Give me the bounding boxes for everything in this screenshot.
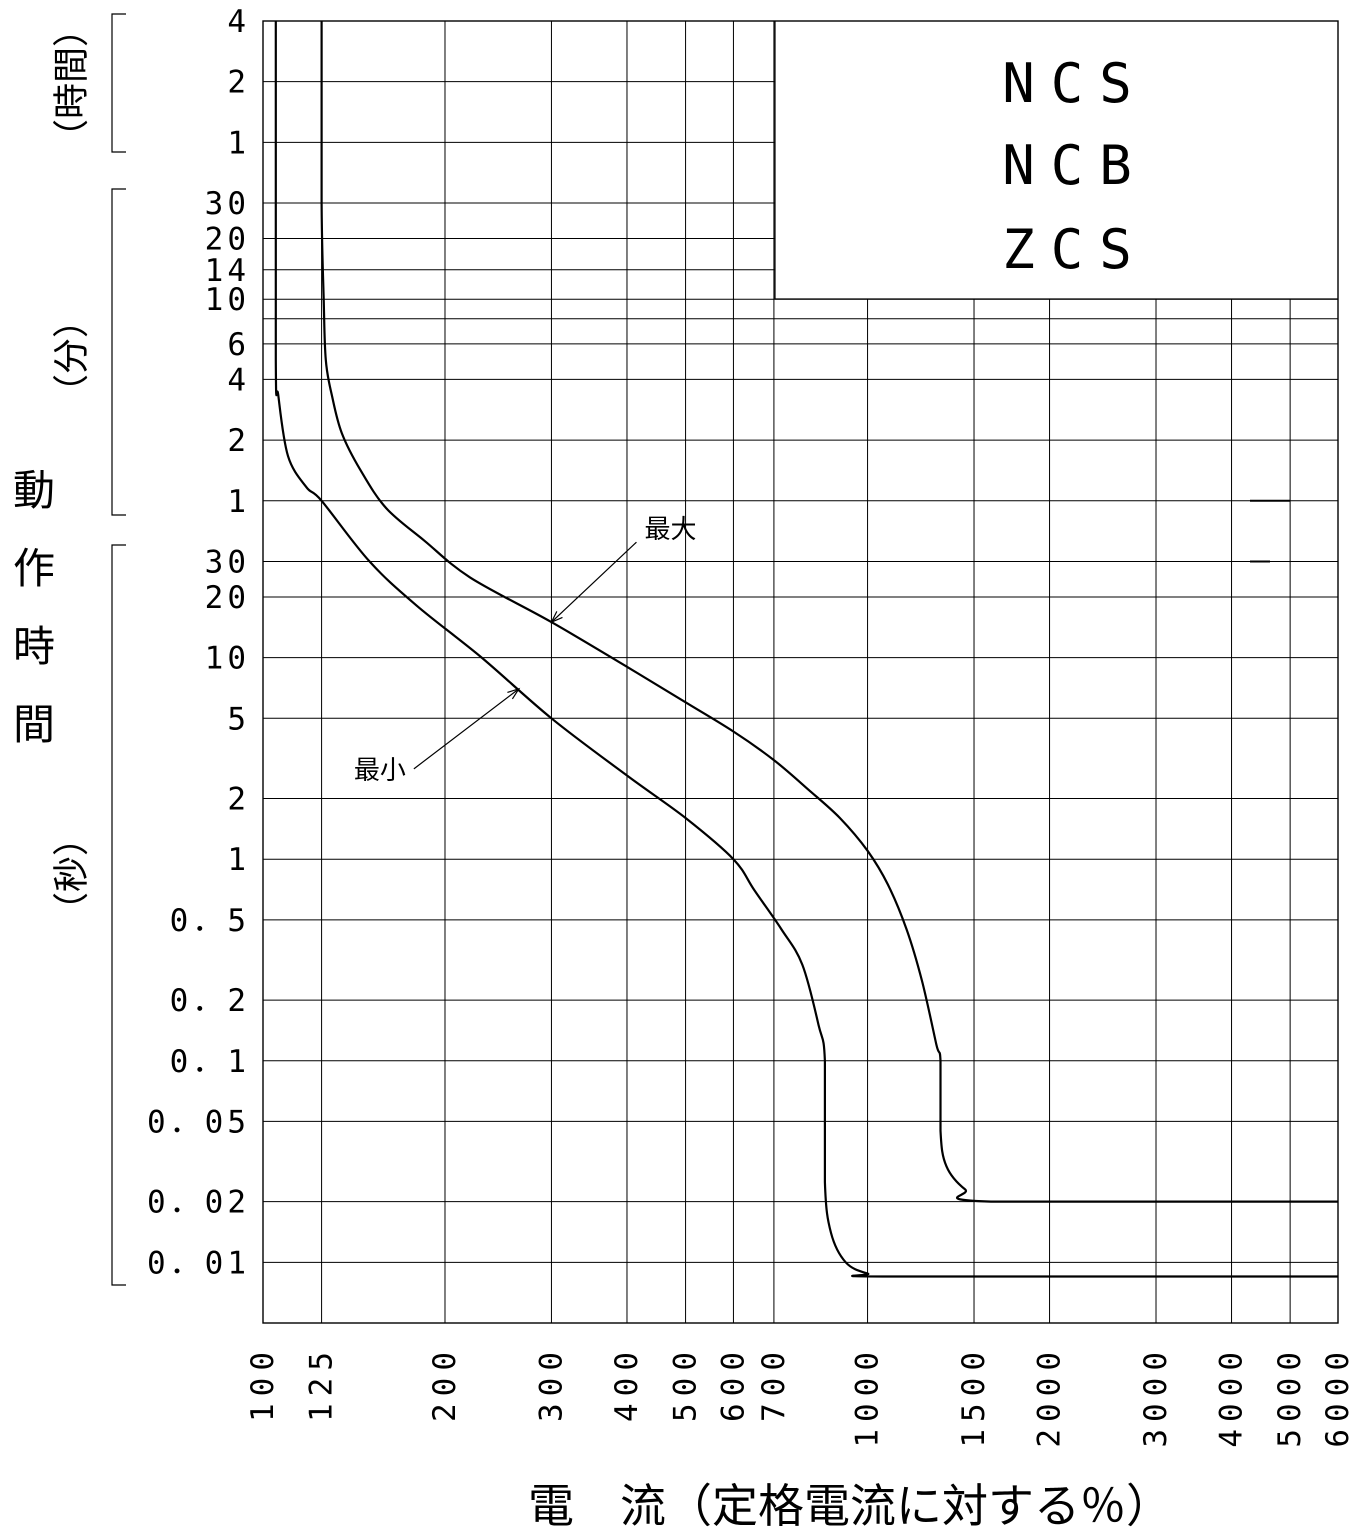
x-tick-label: 3000 — [1138, 1345, 1174, 1448]
unit-brackets: （時間） （分） （秒） — [52, 11, 126, 1286]
x-tick-label: 1000 — [850, 1345, 886, 1448]
y-tick-label: 2 — [227, 65, 250, 101]
annotation-leader — [413, 688, 520, 770]
x-tick-label: 100 — [245, 1345, 281, 1422]
unit-hours-label: （時間） — [52, 11, 93, 155]
y-axis-label-char: 動 — [13, 466, 55, 515]
x-tick-label: 400 — [609, 1345, 645, 1422]
x-tick-label: 4000 — [1214, 1345, 1250, 1448]
x-tick-label: 1500 — [956, 1345, 992, 1448]
chart-title-line-2: NCB — [1002, 134, 1148, 197]
seconds-bracket — [111, 544, 126, 1286]
annotation-arrowhead — [507, 687, 521, 700]
unit-seconds-label: （秒） — [52, 820, 93, 928]
y-tick-labels: 4213020141064213020105210．50．20．10．050．0… — [147, 4, 250, 1281]
x-axis-label: 電 流（定格電流に対する％） — [528, 1479, 1172, 1532]
x-tick-label: 700 — [756, 1345, 792, 1422]
y-tick-label: 20 — [205, 222, 250, 258]
y-tick-label: 0．5 — [170, 903, 250, 939]
x-tick-labels: 100 125 200 300 400 500 600 700 1000 1500 2000 3000… — [245, 1345, 1356, 1448]
y-tick-label: 30 — [205, 186, 250, 222]
x-tick-label: 125 — [304, 1345, 340, 1422]
x-tick-label: 2000 — [1032, 1345, 1068, 1448]
y-tick-label: 1 — [227, 484, 250, 520]
y-tick-label: 4 — [227, 4, 250, 40]
plot-frame — [262, 20, 1339, 1324]
y-tick-label: 1 — [227, 842, 250, 878]
y-tick-label: 4 — [227, 362, 250, 398]
y-axis-label-char: 間 — [13, 700, 55, 749]
annotation-label: 最大 — [644, 515, 696, 545]
y-tick-label: 10 — [205, 641, 250, 677]
y-tick-label: 0．1 — [170, 1044, 250, 1080]
series-line-min — [274, 21, 1338, 1278]
y-tick-label: 5 — [227, 701, 250, 737]
x-tick-label: 500 — [668, 1345, 704, 1422]
x-tick-label: 6000 — [1320, 1345, 1356, 1448]
annotation-label: 最小 — [354, 756, 406, 786]
x-tick-label: 600 — [715, 1345, 751, 1422]
minutes-bracket — [111, 188, 126, 516]
y-axis-label-char: 時 — [13, 622, 55, 671]
unit-minutes-label: （分） — [52, 302, 93, 410]
x-tick-label: 200 — [427, 1345, 463, 1422]
annotation-arrowhead — [550, 611, 563, 624]
y-tick-label: 14 — [205, 253, 250, 289]
x-tick-label: 5000 — [1272, 1345, 1308, 1448]
y-tick-label: 0．01 — [147, 1245, 250, 1281]
title-box: NCS NCB ZCS — [774, 21, 1338, 300]
y-tick-label: 6 — [227, 327, 250, 363]
y-tick-label: 10 — [205, 282, 250, 318]
y-tick-label: 1 — [227, 125, 250, 161]
curves — [274, 21, 1338, 1278]
series-line-max — [320, 21, 1338, 1203]
y-tick-label: 0．2 — [170, 983, 250, 1019]
y-axis-label-char: 作 — [13, 544, 55, 593]
y-tick-label: 20 — [205, 580, 250, 616]
y-tick-label: 30 — [205, 544, 250, 580]
hours-bracket — [111, 13, 126, 153]
chart-title-line-3: ZCS — [1002, 218, 1148, 281]
chart-title-line-1: NCS — [1002, 52, 1148, 115]
y-tick-label: 2 — [227, 782, 250, 818]
y-tick-label: 0．02 — [147, 1185, 250, 1221]
x-tick-label: 300 — [533, 1345, 569, 1422]
y-tick-label: 2 — [227, 423, 250, 459]
y-tick-label: 0．05 — [147, 1104, 250, 1140]
annotation-leader — [551, 541, 637, 623]
